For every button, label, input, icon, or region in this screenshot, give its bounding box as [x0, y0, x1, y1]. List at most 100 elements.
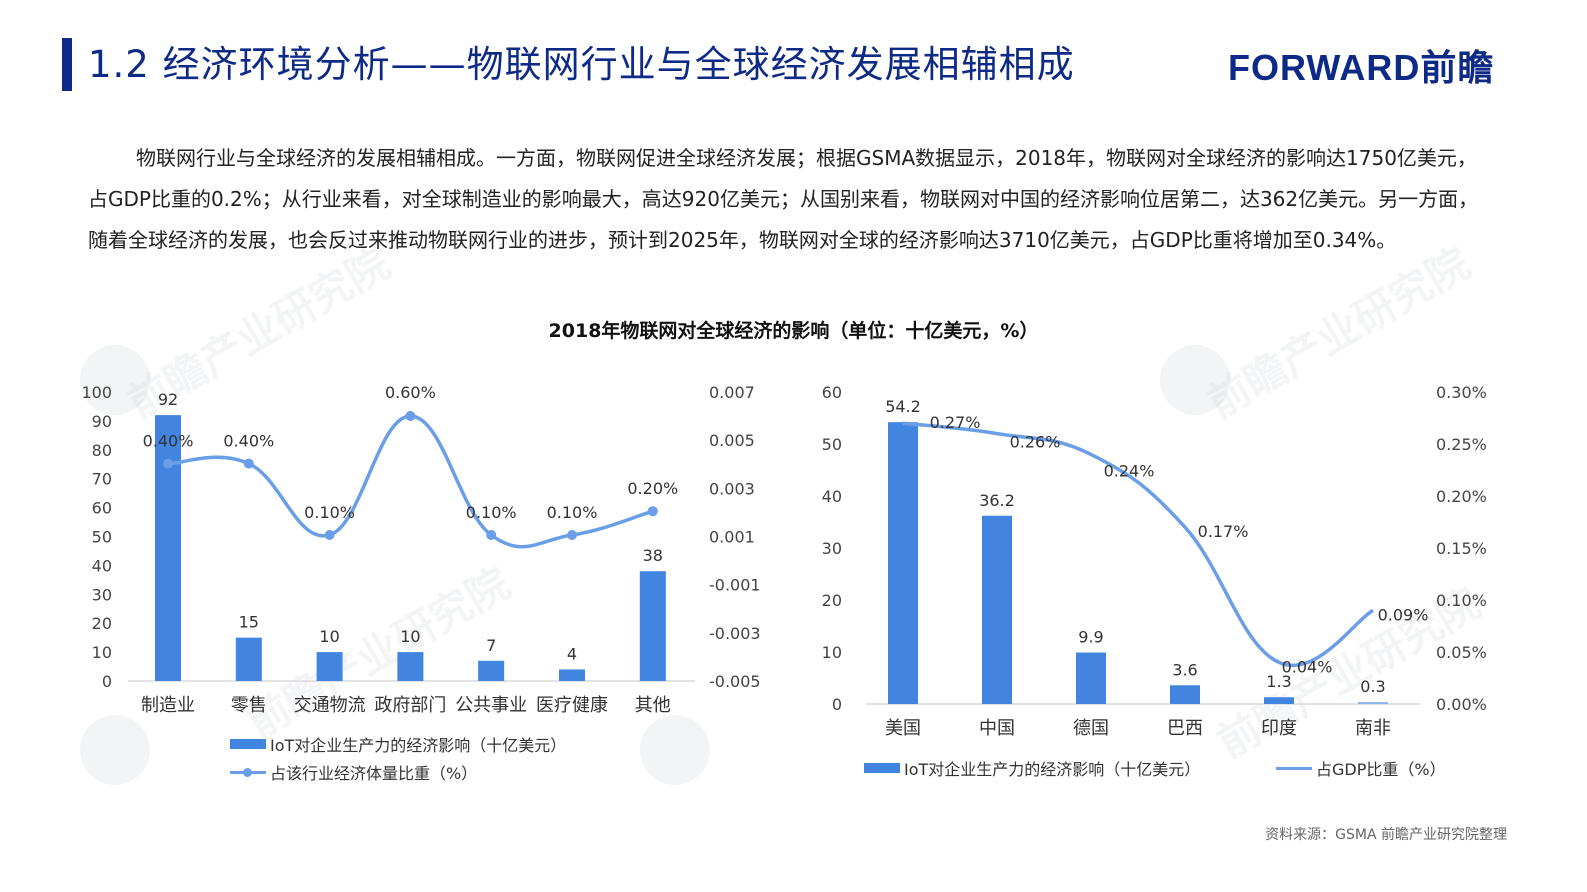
y-tick-label: 80: [92, 441, 112, 460]
legend-line-label: 占该行业经济体量比重（%）: [270, 764, 478, 783]
y-tick-label: 70: [92, 470, 112, 489]
watermark-logo-icon: [80, 715, 150, 785]
watermark-logo-icon: [80, 345, 150, 415]
y-right-tick-label: 0.25%: [1436, 435, 1487, 454]
bar: [1358, 702, 1388, 704]
bar: [235, 637, 262, 681]
legend-line: 占该行业经济体量比重（%）: [230, 760, 477, 784]
bar-series: 54.2 36.2 9.9 3.6 1.3 0.3: [885, 397, 1388, 704]
y-right-tick-label: -0.001: [709, 576, 761, 595]
bar: [316, 652, 343, 681]
line-marker: [567, 530, 577, 540]
y-tick-label: 50: [92, 528, 112, 547]
line-value-label: 0.40%: [223, 432, 274, 451]
y-right-tick-label: -0.005: [709, 672, 761, 691]
page-title: 1.2 经济环境分析——物联网行业与全球经济发展相辅相成: [88, 43, 1075, 86]
x-tick-label: 巴西: [1167, 718, 1203, 739]
y-right-tick-label: 0.05%: [1436, 643, 1487, 662]
watermark: 前瞻产业研究院: [238, 558, 519, 748]
x-axis-labels: 美国 中国 德国 巴西 印度 南非: [885, 718, 1391, 739]
y-tick-label: 20: [92, 614, 112, 633]
line-value-label: 0.24%: [1104, 461, 1155, 480]
line-value-label: 0.20%: [627, 479, 678, 498]
x-tick-label: 南非: [1355, 718, 1391, 739]
y-tick-label: 0: [102, 672, 112, 691]
line-value-label: 0.27%: [930, 413, 981, 432]
line-value-label: 0.09%: [1378, 605, 1429, 624]
bar-value-label: 92: [158, 390, 178, 409]
x-tick-label: 美国: [885, 718, 921, 739]
line-path: [167, 414, 654, 549]
bar-series: 92 15 10 10 7 4 38: [155, 390, 666, 681]
y-tick-label: 30: [92, 585, 112, 604]
bar: [1264, 697, 1294, 704]
legend-bar-label: IoT对企业生产力的经济影响（十亿美元）: [904, 760, 1201, 779]
line-value-label: 0.17%: [1198, 522, 1249, 541]
bar: [1076, 652, 1106, 704]
y-tick-label: 20: [822, 591, 842, 610]
x-tick-label: 交通物流: [294, 695, 366, 716]
left-y-axis-right: -0.005 -0.003 -0.001 0.001 0.003 0.005 0.007: [709, 383, 761, 691]
x-axis-labels: 制造业 零售 交通物流 政府部门 公共事业 医疗健康 其他: [141, 695, 671, 716]
x-tick-label: 公共事业: [455, 695, 527, 716]
bar-value-label: 3.6: [1172, 660, 1197, 679]
line-value-label: 0.04%: [1282, 657, 1333, 676]
right-y-axis: 0.00% 0.05% 0.10% 0.15% 0.20% 0.25% 0.30%: [1436, 383, 1487, 714]
y-tick-label: 40: [822, 487, 842, 506]
line-value-label: 0.60%: [385, 383, 436, 402]
legend-line-label: 占GDP比重（%）: [1316, 760, 1446, 779]
legend-bar: IoT对企业生产力的经济影响（十亿美元）: [230, 732, 566, 756]
y-tick-label: 10: [822, 643, 842, 662]
bar-value-label: 10: [319, 627, 339, 646]
source-note: 资料来源：GSMA 前瞻产业研究院整理: [1265, 827, 1507, 843]
y-tick-label: 10: [92, 643, 112, 662]
bar: [559, 669, 585, 681]
legend-line: 占GDP比重（%）: [1276, 756, 1446, 780]
y-right-tick-label: 0.30%: [1436, 383, 1487, 402]
line-marker: [163, 458, 173, 469]
line-marker: [324, 530, 335, 540]
line-value-label: 0.10%: [547, 503, 598, 522]
bar-value-label: 7: [486, 636, 496, 655]
watermark: 前瞻产业研究院: [1208, 578, 1489, 768]
bar-value-label: 36.2: [979, 491, 1015, 510]
x-tick-label: 德国: [1073, 718, 1109, 739]
y-right-tick-label: 0.001: [709, 528, 755, 547]
bar: [1170, 685, 1200, 704]
left-y-axis: 0 10 20 30 40 50 60 70 80 90 100: [81, 383, 112, 691]
bar-value-label: 38: [643, 546, 663, 565]
bar: [888, 422, 918, 704]
bar-value-label: 4: [567, 644, 577, 663]
y-tick-label: 50: [822, 435, 842, 454]
x-tick-label: 政府部门: [374, 695, 446, 716]
y-right-tick-label: 0.15%: [1436, 539, 1487, 558]
legend-line-swatch: [230, 767, 266, 777]
bar-value-label: 9.9: [1078, 628, 1103, 647]
line-marker: [243, 458, 254, 469]
bar-value-label: 0.3: [1360, 677, 1385, 696]
legend-bar: IoT对企业生产力的经济影响（十亿美元）: [864, 756, 1200, 780]
y-right-tick-label: 0.005: [709, 431, 755, 450]
y-right-tick-label: 0.007: [709, 383, 755, 402]
bar-value-label: 54.2: [885, 397, 921, 416]
x-tick-label: 制造业: [141, 695, 195, 716]
left-y-axis: 0 10 20 30 40 50 60: [822, 383, 842, 714]
bar: [478, 660, 505, 681]
y-tick-label: 60: [822, 383, 842, 402]
line-marker: [486, 530, 497, 540]
legend-bar-swatch: [864, 763, 900, 773]
x-tick-label: 印度: [1261, 718, 1297, 739]
line-series: 0.27% 0.26% 0.24% 0.17% 0.04% 0.09%: [902, 413, 1429, 676]
y-tick-label: 40: [92, 556, 112, 575]
bar: [155, 415, 181, 681]
bar: [639, 571, 666, 681]
line-series: 0.40% 0.40% 0.10% 0.60% 0.10% 0.10% 0.20%: [143, 383, 678, 549]
x-tick-label: 医疗健康: [536, 695, 608, 716]
y-tick-label: 30: [822, 539, 842, 558]
y-tick-label: 60: [92, 499, 112, 518]
intro-paragraph: 物联网行业与全球经济的发展相辅相成。一方面，物联网促进全球经济发展；根据GSMA…: [88, 146, 1479, 252]
y-tick-label: 100: [81, 383, 112, 402]
y-tick-label: 0: [832, 695, 842, 714]
y-tick-label: 90: [92, 412, 112, 431]
legend-bar-swatch: [230, 739, 266, 749]
